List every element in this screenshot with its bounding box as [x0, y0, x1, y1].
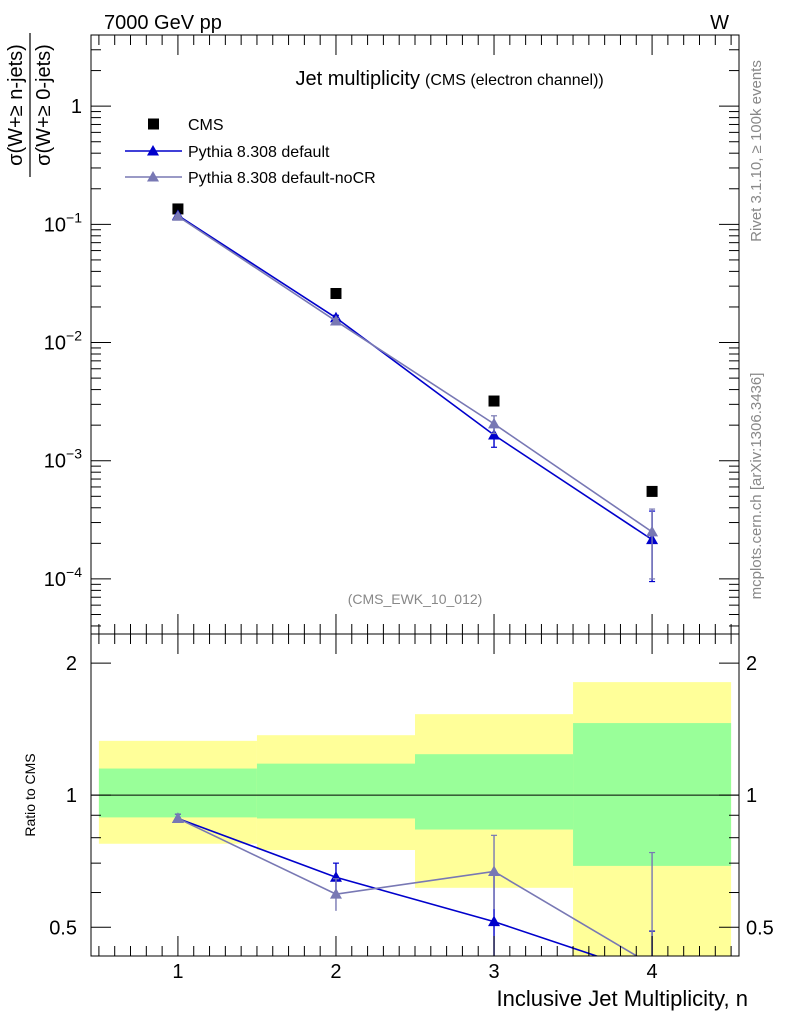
data-point	[330, 287, 342, 299]
legend-label: CMS	[188, 117, 224, 134]
plot-title: Jet multiplicity	[296, 68, 420, 90]
ratio-marker	[329, 888, 342, 899]
x-tick-label: 2	[330, 961, 341, 983]
ratio-marker	[488, 915, 501, 927]
uncertainty-band-inner	[415, 754, 574, 830]
series-marker	[488, 429, 501, 440]
legend: CMS Pythia 8.308 default Pythia 8.308 defa…	[125, 117, 376, 187]
process-label: W	[710, 12, 729, 34]
series-line-1	[177, 214, 653, 541]
ratio-y-tick-label-left: 1	[66, 785, 77, 807]
energy-label: 7000 GeV pp	[104, 12, 222, 34]
rivet-label: Rivet 3.1.10, ≥ 100k events	[748, 60, 765, 242]
axis-tick-labels: 1 10−1 10−2 10−3 10−4 1 2 3 4 0.5 0.5 1 1 2 2	[44, 96, 774, 983]
axis-ticks	[91, 34, 739, 956]
main-ylabel: σ(W+≥ n-jets) σ(W+≥ 0-jets)	[5, 33, 55, 177]
ratio-marker	[171, 812, 184, 823]
series-line-2	[177, 215, 653, 533]
ratio-y-tick-label-left: 0.5	[49, 917, 77, 939]
series-marker	[329, 315, 342, 326]
ratio-marker	[488, 865, 501, 876]
x-tick-label: 3	[488, 961, 499, 983]
legend-marker-cms	[148, 118, 159, 130]
main-series-layer	[171, 203, 659, 583]
plot-subtitle: (CMS (electron channel))	[425, 72, 604, 89]
ylabel-denominator: σ(W+≥ 0-jets)	[33, 44, 55, 166]
data-point	[646, 485, 658, 497]
ratio-line-1	[177, 817, 639, 956]
data-point	[172, 203, 184, 215]
legend-label: Pythia 8.308 default	[188, 144, 330, 161]
ratio-ylabel: Ratio to CMS	[22, 753, 38, 836]
ylabel-numerator: σ(W+≥ n-jets)	[5, 44, 27, 166]
y-tick-label: 1	[71, 96, 82, 118]
ratio-y-tick-label-right: 0.5	[746, 917, 774, 939]
x-tick-label: 4	[647, 961, 658, 983]
ratio-band-layer	[98, 682, 732, 956]
ratio-y-tick-label-left: 2	[66, 653, 77, 675]
legend-label: Pythia 8.308 default-noCR	[188, 170, 376, 187]
mcplots-label: mcplots.cern.ch [arXiv:1306.3436]	[748, 373, 765, 600]
x-tick-label: 1	[172, 961, 183, 983]
y-tick-label: 10−1	[44, 209, 82, 236]
uncertainty-band-inner	[98, 768, 257, 818]
series-marker	[646, 525, 659, 537]
uncertainty-band-inner	[573, 723, 732, 866]
series-marker	[488, 417, 501, 429]
ratio-y-tick-label-right: 2	[746, 653, 757, 675]
ratio-y-tick-label-right: 1	[746, 785, 757, 807]
y-tick-label: 10−4	[44, 564, 82, 591]
y-tick-label: 10−2	[44, 328, 82, 355]
y-tick-label: 10−3	[44, 446, 82, 473]
analysis-watermark: (CMS_EWK_10_012)	[348, 591, 483, 607]
data-point	[488, 395, 500, 407]
uncertainty-band-inner	[256, 763, 415, 819]
x-axis-label: Inclusive Jet Multiplicity, n	[497, 986, 748, 1011]
legend-marker	[147, 145, 159, 156]
series-marker	[171, 210, 184, 221]
legend-marker	[147, 171, 159, 182]
